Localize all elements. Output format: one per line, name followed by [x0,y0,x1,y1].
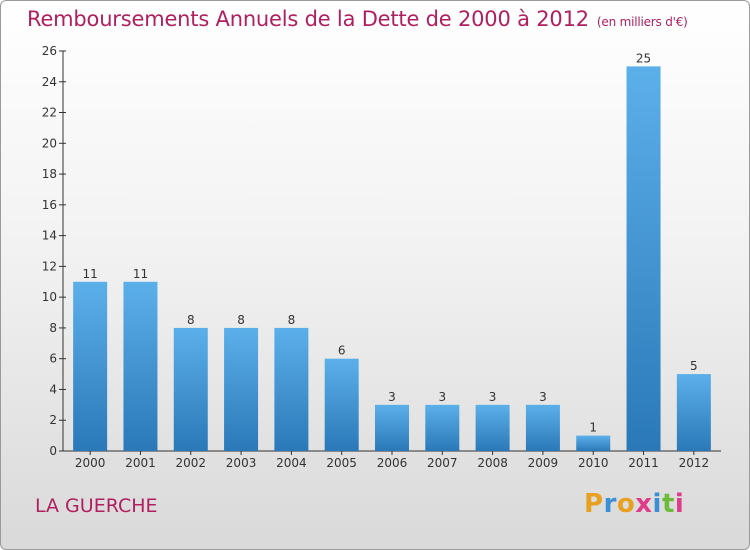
bar [375,404,409,451]
bar-value-label: 3 [539,390,547,404]
bar-value-label: 5 [690,359,698,373]
x-tick-label: 2002 [175,456,206,470]
y-tick-label: 20 [42,136,57,150]
y-tick-label: 26 [42,44,57,58]
y-tick-label: 18 [42,167,57,181]
city-name: LA GUERCHE [35,495,158,517]
y-tick-label: 4 [49,382,57,396]
x-tick-label: 2011 [628,456,659,470]
x-tick-label: 2007 [427,456,458,470]
bar [525,404,560,451]
x-tick-label: 2010 [578,456,609,470]
logo-letter: P [584,489,604,519]
x-tick-label: 2004 [276,456,307,470]
x-tick-label: 2006 [377,456,408,470]
title-text: Remboursements Annuels de la Dette de 20… [27,7,589,31]
bar-value-label: 1 [589,421,597,435]
y-tick-label: 2 [49,413,57,427]
logo-letter: i [674,489,685,519]
x-tick-label: 2001 [125,456,156,470]
x-tick-label: 2008 [477,456,508,470]
bar-value-label: 11 [83,267,98,281]
labels: 11 2000 11 2001 8 2002 8 2003 8 2004 6 2005 3 2006 3 20… [75,51,709,470]
title-unit: (en milliers d'€) [596,15,688,29]
bar [475,404,510,451]
bar-value-label: 8 [237,313,245,327]
y-tick-label: 14 [42,229,57,243]
y-tick-label: 10 [42,290,57,304]
y-tick-label: 22 [42,106,57,120]
bar [324,358,359,451]
logo-letter: t [661,489,675,519]
logo-letter: x [635,489,653,519]
proxiti-logo[interactable]: Proxiti [584,489,684,519]
bars [73,66,711,451]
x-tick-label: 2003 [226,456,257,470]
y-tick-label: 12 [42,259,57,273]
logo-letter: i [652,489,662,519]
y-tick-label: 24 [42,75,57,89]
bar [425,404,460,451]
logo-letter: o [616,489,636,519]
bar [626,66,661,451]
y-tick-label: 6 [49,352,57,366]
bar-value-label: 8 [187,313,195,327]
x-tick-label: 2009 [528,456,559,470]
bar [274,327,309,451]
chart-title: Remboursements Annuels de la Dette de 20… [27,7,688,31]
bar-value-label: 6 [338,344,346,358]
bar-value-label: 11 [133,267,148,281]
bar [73,281,108,451]
bar-value-label: 3 [438,390,446,404]
x-tick-label: 2012 [679,456,710,470]
logo-letter: r [603,489,617,519]
bar-value-label: 3 [388,390,396,404]
bar [576,435,611,451]
bar [224,327,259,451]
bar-value-label: 3 [489,390,497,404]
y-tick-label: 16 [42,198,57,212]
x-tick-label: 2000 [75,456,106,470]
y-tick-label: 8 [49,321,57,335]
bar-value-label: 25 [636,51,651,65]
y-tick-label: 0 [49,444,57,458]
x-tick-label: 2005 [326,456,357,470]
bar [173,327,208,451]
bar [123,281,158,451]
bar [676,374,711,451]
bar-value-label: 8 [288,313,296,327]
